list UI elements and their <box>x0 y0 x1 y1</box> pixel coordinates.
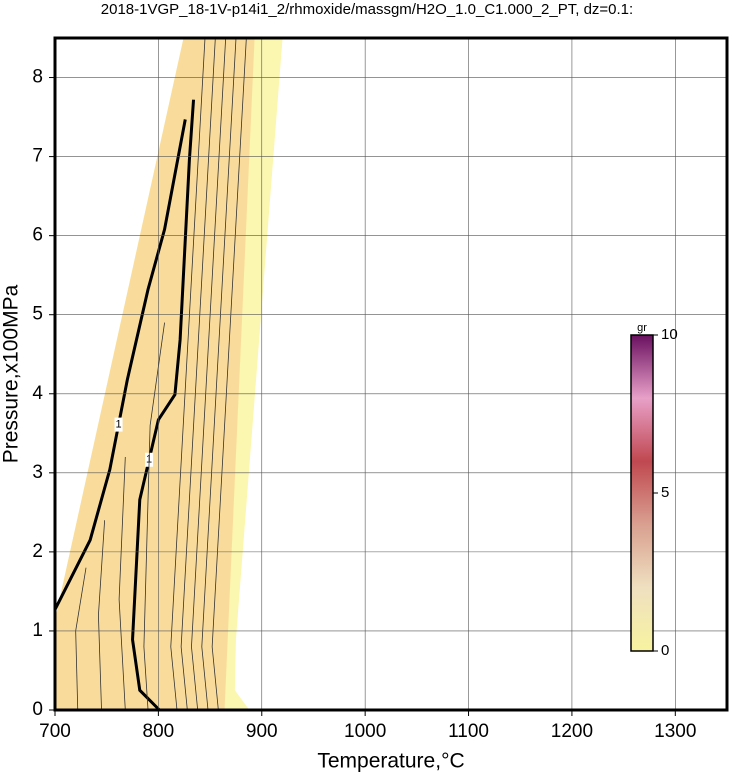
contour-line <box>191 39 226 711</box>
colorbar-tick-label: 5 <box>661 484 669 501</box>
contour-line <box>170 39 206 711</box>
x-axis-label: Temperature,°C <box>317 750 464 773</box>
y-tick-label: 3 <box>32 462 43 483</box>
region <box>55 39 255 710</box>
colorbar-tick-label: 10 <box>661 326 678 343</box>
contour-line <box>143 322 165 711</box>
y-tick-label: 8 <box>32 67 43 88</box>
chart-title: 2018-1VGP_18-1V-p14i1_2/rhmoxide/massgm/… <box>101 1 633 18</box>
contour-label: 1 <box>116 419 122 431</box>
y-axis-label: Pressure,x100MPa <box>0 284 23 463</box>
y-tick-label: 4 <box>32 383 43 404</box>
y-tick-label: 5 <box>32 304 43 325</box>
x-tick-label: 900 <box>246 721 278 742</box>
x-tick-label: 800 <box>143 721 175 742</box>
colorbar <box>630 334 654 652</box>
colorbar-label: gr <box>637 322 647 334</box>
y-tick-label: 7 <box>32 146 43 167</box>
contour-line <box>118 456 126 711</box>
y-tick-label: 6 <box>32 225 43 246</box>
contour-label-bg <box>114 417 123 432</box>
contour-bold <box>53 119 187 611</box>
x-tick-label: 1000 <box>344 721 386 742</box>
x-tick-label: 1200 <box>551 721 593 742</box>
contour-line <box>211 39 247 711</box>
contour-line <box>201 39 237 711</box>
y-tick-label: 2 <box>32 541 43 562</box>
y-tick-label: 0 <box>32 699 43 720</box>
contour-line <box>180 39 216 711</box>
x-tick-label: 1100 <box>448 721 489 742</box>
x-tick-label: 700 <box>39 721 71 742</box>
x-tick-label: 1300 <box>654 721 696 742</box>
y-tick-label: 1 <box>32 620 43 641</box>
plot-frame <box>53 36 729 712</box>
colorbar-tick-label: 0 <box>661 642 669 659</box>
